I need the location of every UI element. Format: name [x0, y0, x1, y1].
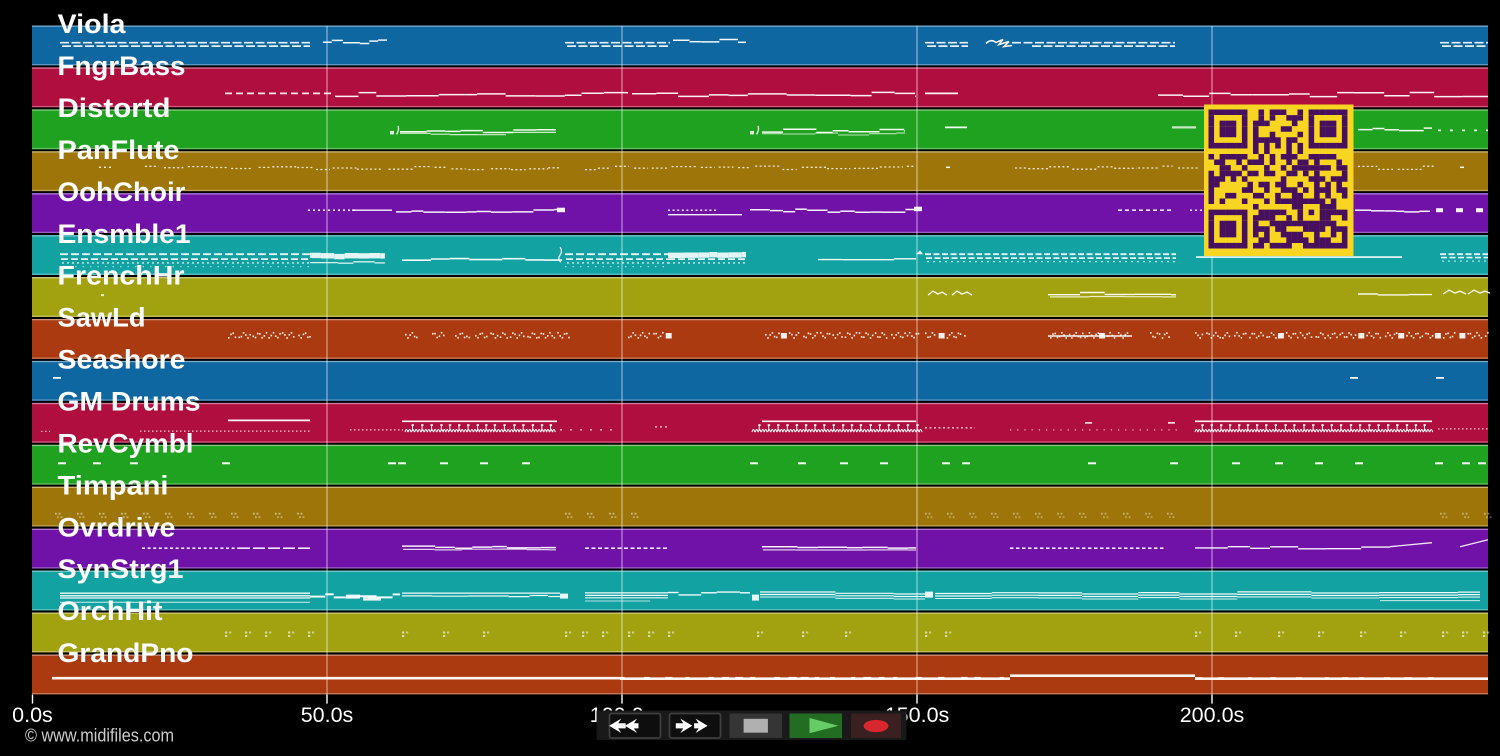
svg-text:OohChoir: OohChoir	[58, 177, 186, 207]
svg-text:Seashore: Seashore	[58, 345, 186, 375]
svg-text:Distortd: Distortd	[58, 93, 171, 123]
svg-text:200.0s: 200.0s	[1180, 703, 1245, 727]
svg-text:RevCymbl: RevCymbl	[58, 428, 194, 458]
svg-text:PanFlute: PanFlute	[58, 135, 180, 165]
svg-text:FngrBass: FngrBass	[58, 51, 186, 81]
svg-text:Ensmble1: Ensmble1	[58, 219, 191, 249]
svg-text:Timpani: Timpani	[58, 470, 169, 500]
svg-text:Viola: Viola	[58, 9, 126, 39]
svg-text:© www.midifiles.com: © www.midifiles.com	[25, 724, 174, 745]
svg-text:GrandPno: GrandPno	[58, 638, 194, 668]
svg-text:GM Drums: GM Drums	[58, 387, 201, 417]
svg-text:SawLd: SawLd	[58, 303, 146, 333]
svg-text:Ovrdrive: Ovrdrive	[58, 512, 176, 542]
svg-text:OrchHit: OrchHit	[58, 596, 163, 626]
svg-text:0.0s: 0.0s	[12, 703, 53, 727]
svg-text:FrenchHr: FrenchHr	[58, 261, 185, 291]
svg-text:SynStrg1: SynStrg1	[58, 554, 184, 584]
svg-text:50.0s: 50.0s	[301, 703, 354, 727]
